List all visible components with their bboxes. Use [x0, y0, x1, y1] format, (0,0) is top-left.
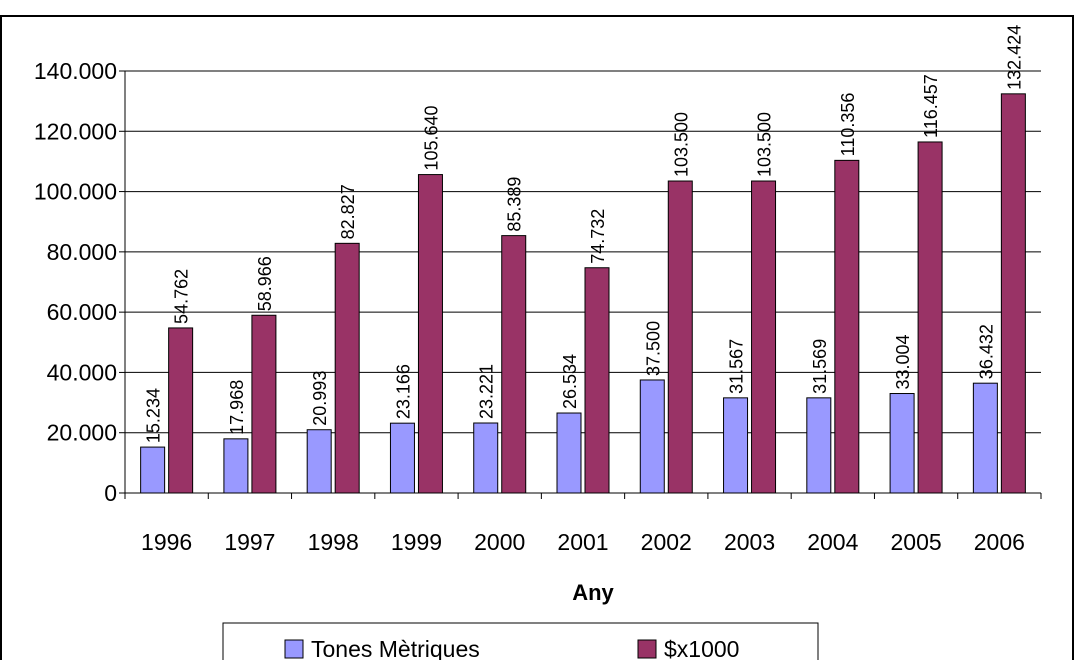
data-label: 103.500 — [755, 112, 775, 177]
y-tick-label: 140.000 — [34, 58, 117, 84]
bar-dollars — [168, 327, 194, 494]
data-label: 31.569 — [810, 339, 830, 394]
bar-tones — [140, 446, 166, 494]
bar-tones — [639, 379, 665, 494]
legend-label: $x1000 — [664, 636, 739, 660]
legend-swatch — [284, 639, 304, 659]
data-label: 26.534 — [560, 354, 580, 409]
data-label: 33.004 — [893, 334, 913, 389]
x-tick-label: 2003 — [724, 529, 775, 555]
data-label: 74.732 — [588, 209, 608, 264]
y-tick-label: 80.000 — [47, 239, 117, 265]
data-label: 20.993 — [310, 371, 330, 426]
data-labels: 15.234 54.762 17.968 58.966 20.993 82.827 23.1… — [144, 25, 1025, 443]
y-tick-label: 0 — [104, 480, 117, 506]
data-label: 15.234 — [144, 388, 164, 443]
bar-tones — [723, 397, 749, 494]
data-label: 37.500 — [643, 321, 663, 376]
data-label: 17.968 — [227, 380, 247, 435]
x-tick-label: 1998 — [308, 529, 359, 555]
data-label: 23.166 — [393, 364, 413, 419]
legend: Tones Mètriques $x1000 — [222, 622, 819, 660]
x-tick-label: 1996 — [141, 529, 192, 555]
legend-box — [222, 622, 819, 660]
bar-dollars — [251, 314, 277, 494]
legend-label: Tones Mètriques — [311, 636, 480, 660]
x-axis-ticks: 1996 1997 1998 1999 2000 2001 2002 2003 2004 2005… — [124, 493, 1042, 555]
bar-dollars — [501, 235, 527, 494]
bar-dollars — [751, 180, 777, 494]
data-label: 23.221 — [477, 364, 497, 419]
data-label: 103.500 — [671, 112, 691, 177]
gridlines — [125, 70, 1041, 434]
bar-tones — [556, 412, 582, 494]
bar-dollars — [1000, 93, 1026, 494]
bar-tones — [306, 429, 332, 494]
data-label: 110.356 — [838, 93, 858, 157]
bar-tones — [223, 438, 249, 494]
data-label: 116.457 — [921, 74, 941, 138]
bar-dollars — [667, 180, 693, 494]
bar-dollars — [417, 174, 443, 494]
y-axis-ticks: 0 20.000 40.000 60.000 80.000 100.000 120.000 1… — [34, 58, 125, 506]
x-tick-label: 1997 — [224, 529, 275, 555]
x-tick-label: 2006 — [974, 529, 1025, 555]
y-tick-label: 100.000 — [34, 179, 117, 205]
data-label: 82.827 — [338, 184, 358, 239]
bar-tones — [889, 393, 915, 494]
x-tick-label: 2001 — [557, 529, 608, 555]
data-label: 31.567 — [727, 339, 747, 394]
bar-tones — [473, 422, 499, 494]
bar-dollars — [334, 242, 360, 494]
data-label: 54.762 — [172, 269, 192, 324]
data-label: 132.424 — [1004, 25, 1024, 90]
bar-tones — [972, 382, 998, 494]
y-tick-label: 60.000 — [47, 299, 117, 325]
bar-dollars — [584, 267, 610, 494]
y-tick-label: 120.000 — [34, 118, 117, 144]
bar-tones — [806, 397, 832, 494]
data-label: 36.432 — [976, 324, 996, 379]
bar-dollars — [834, 159, 860, 494]
legend-swatch — [637, 639, 657, 659]
data-label: 58.966 — [255, 256, 275, 311]
x-axis-title: Any — [572, 580, 614, 605]
x-tick-label: 1999 — [391, 529, 442, 555]
x-tick-label: 2005 — [891, 529, 942, 555]
data-label: 85.389 — [505, 177, 525, 232]
data-label: 105.640 — [421, 105, 441, 170]
x-tick-label: 2004 — [807, 529, 858, 555]
x-tick-label: 2000 — [474, 529, 525, 555]
bar-tones — [389, 422, 415, 494]
y-tick-label: 40.000 — [47, 359, 117, 385]
y-tick-label: 20.000 — [47, 420, 117, 446]
bar-dollars — [917, 141, 943, 494]
x-tick-label: 2002 — [641, 529, 692, 555]
